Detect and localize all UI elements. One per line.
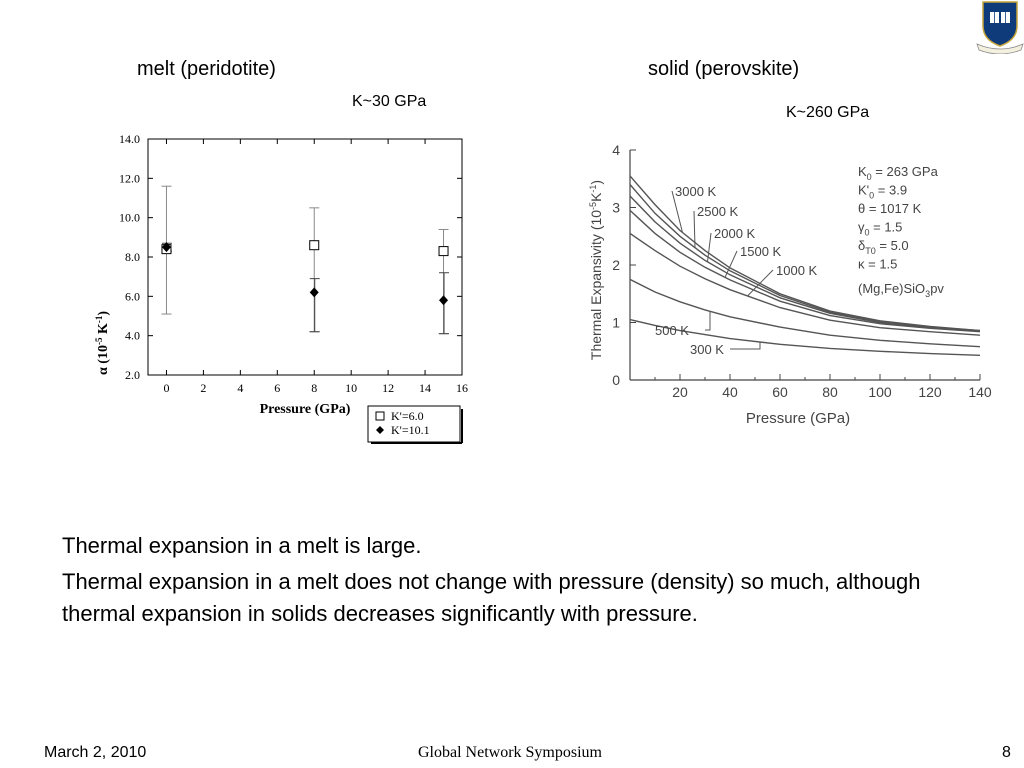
melt-xtick-label: 12 bbox=[382, 381, 394, 395]
melt-ytick-label: 12.0 bbox=[119, 171, 140, 185]
isotherm-label: 3000 K bbox=[675, 184, 717, 199]
left-chart-header: melt (peridotite) bbox=[137, 58, 276, 80]
solid-bulk-modulus: K~260 GPa bbox=[786, 104, 870, 121]
perovskite-xtick-label: 20 bbox=[672, 384, 688, 400]
perovskite-ytick-label: 4 bbox=[612, 142, 620, 158]
perovskite-param: γ0 = 1.5 bbox=[858, 220, 902, 238]
isotherm-leader-line bbox=[724, 250, 738, 278]
isotherm-label: 300 K bbox=[690, 342, 724, 357]
isotherm-leader-line bbox=[730, 342, 761, 350]
melt-xtick-label: 14 bbox=[419, 381, 431, 395]
melt-bulk-modulus: K~30 GPa bbox=[352, 93, 427, 110]
legend-open-square-icon bbox=[375, 411, 385, 421]
legend-label-k10: K'=10.1 bbox=[391, 423, 430, 437]
melt-chart-ylabel: α (10-5 K-1) bbox=[94, 311, 111, 375]
melt-xtick-label: 0 bbox=[163, 381, 169, 395]
melt-point-filled-diamond bbox=[161, 242, 171, 253]
isotherm-500k bbox=[629, 278, 981, 348]
isotherm-label: 2000 K bbox=[714, 226, 756, 241]
perovskite-ytick-label: 3 bbox=[612, 200, 620, 216]
isotherm-1000k bbox=[629, 232, 981, 336]
footer-page-number: 8 bbox=[1002, 744, 1011, 761]
melt-point-open-square bbox=[309, 240, 320, 251]
isotherm-2000k bbox=[629, 195, 981, 332]
melt-point-filled-diamond bbox=[439, 295, 449, 306]
isotherm-leader-line bbox=[705, 311, 711, 331]
isotherm-leader-line bbox=[693, 210, 696, 248]
isotherm-leader-line bbox=[671, 190, 683, 233]
perovskite-param: κ = 1.5 bbox=[858, 257, 897, 272]
perovskite-ytick-label: 1 bbox=[612, 315, 620, 331]
perovskite-chart-ylabel: Thermal Expansivity (10-5K-1) bbox=[588, 180, 604, 360]
melt-ytick-label: 4.0 bbox=[125, 329, 140, 343]
perovskite-expansivity-chart: 0 1 2 3 4 20 40 60 80 100 120 140 3000 K 2500 K 2000 … bbox=[588, 142, 992, 427]
melt-alpha-chart: 0 2 4 6 8 10 12 14 16 2.0 4.0 6.0 8.0 10.0 12.0 14.0 Pr… bbox=[94, 132, 468, 444]
isotherm-label: 1500 K bbox=[740, 244, 782, 259]
perovskite-xtick-label: 120 bbox=[918, 384, 942, 400]
bullet-2: Thermal expansion in a melt does not cha… bbox=[62, 569, 921, 626]
melt-ytick-label: 6.0 bbox=[125, 289, 140, 303]
perovskite-xtick-label: 140 bbox=[968, 384, 992, 400]
perovskite-ytick-label: 0 bbox=[612, 372, 620, 388]
melt-point-filled-diamond bbox=[309, 287, 319, 298]
right-chart-header: solid (perovskite) bbox=[648, 58, 800, 80]
melt-chart-legend: K'=6.0 K'=10.1 bbox=[367, 405, 463, 444]
melt-ytick-label: 10.0 bbox=[119, 211, 140, 225]
isotherm-leader-line bbox=[747, 269, 774, 297]
perovskite-param: θ = 1017 K bbox=[858, 201, 922, 216]
perovskite-xtick-label: 60 bbox=[772, 384, 788, 400]
slide-body: Thermal expansion in a melt is large. Th… bbox=[62, 530, 962, 634]
perovskite-param: K0 = 263 GPa bbox=[858, 164, 939, 182]
melt-ytick-label: 8.0 bbox=[125, 250, 140, 264]
footer-date: March 2, 2010 bbox=[44, 744, 147, 761]
melt-xtick-label: 16 bbox=[456, 381, 468, 395]
melt-xtick-label: 2 bbox=[200, 381, 206, 395]
perovskite-xtick-label: 100 bbox=[868, 384, 892, 400]
melt-xtick-label: 6 bbox=[274, 381, 280, 395]
isotherm-label: 1000 K bbox=[776, 263, 818, 278]
perovskite-param: K'0 = 3.9 bbox=[858, 183, 907, 201]
melt-ytick-label: 2.0 bbox=[125, 368, 140, 382]
perovskite-xtick-label: 40 bbox=[722, 384, 738, 400]
melt-ytick-label: 14.0 bbox=[119, 132, 140, 146]
perovskite-xtick-label: 80 bbox=[822, 384, 838, 400]
footer-title: Global Network Symposium bbox=[418, 744, 602, 761]
perovskite-param: δT0 = 5.0 bbox=[858, 238, 909, 256]
melt-xtick-label: 4 bbox=[237, 381, 243, 395]
isotherm-leader-line bbox=[707, 232, 712, 262]
perovskite-composition: (Mg,Fe)SiO3pv bbox=[858, 281, 944, 299]
melt-plot-frame bbox=[147, 138, 463, 376]
isotherm-label: 500 K bbox=[655, 323, 689, 338]
isotherm-1500k bbox=[629, 209, 981, 333]
perovskite-chart-xlabel: Pressure (GPa) bbox=[746, 410, 850, 427]
melt-xtick-label: 10 bbox=[345, 381, 357, 395]
isotherm-label: 2500 K bbox=[697, 204, 739, 219]
legend-filled-diamond-icon bbox=[376, 426, 384, 434]
bullet-1: Thermal expansion in a melt is large. bbox=[62, 533, 422, 558]
melt-chart-xlabel: Pressure (GPa) bbox=[260, 402, 351, 417]
university-seal-icon bbox=[976, 1, 1024, 54]
isotherm-300k bbox=[629, 318, 981, 356]
melt-point-open-square bbox=[438, 246, 449, 257]
legend-label-k6: K'=6.0 bbox=[391, 409, 424, 423]
melt-xtick-label: 8 bbox=[311, 381, 317, 395]
isotherm-2500k bbox=[629, 184, 981, 332]
perovskite-ytick-label: 2 bbox=[612, 257, 620, 273]
